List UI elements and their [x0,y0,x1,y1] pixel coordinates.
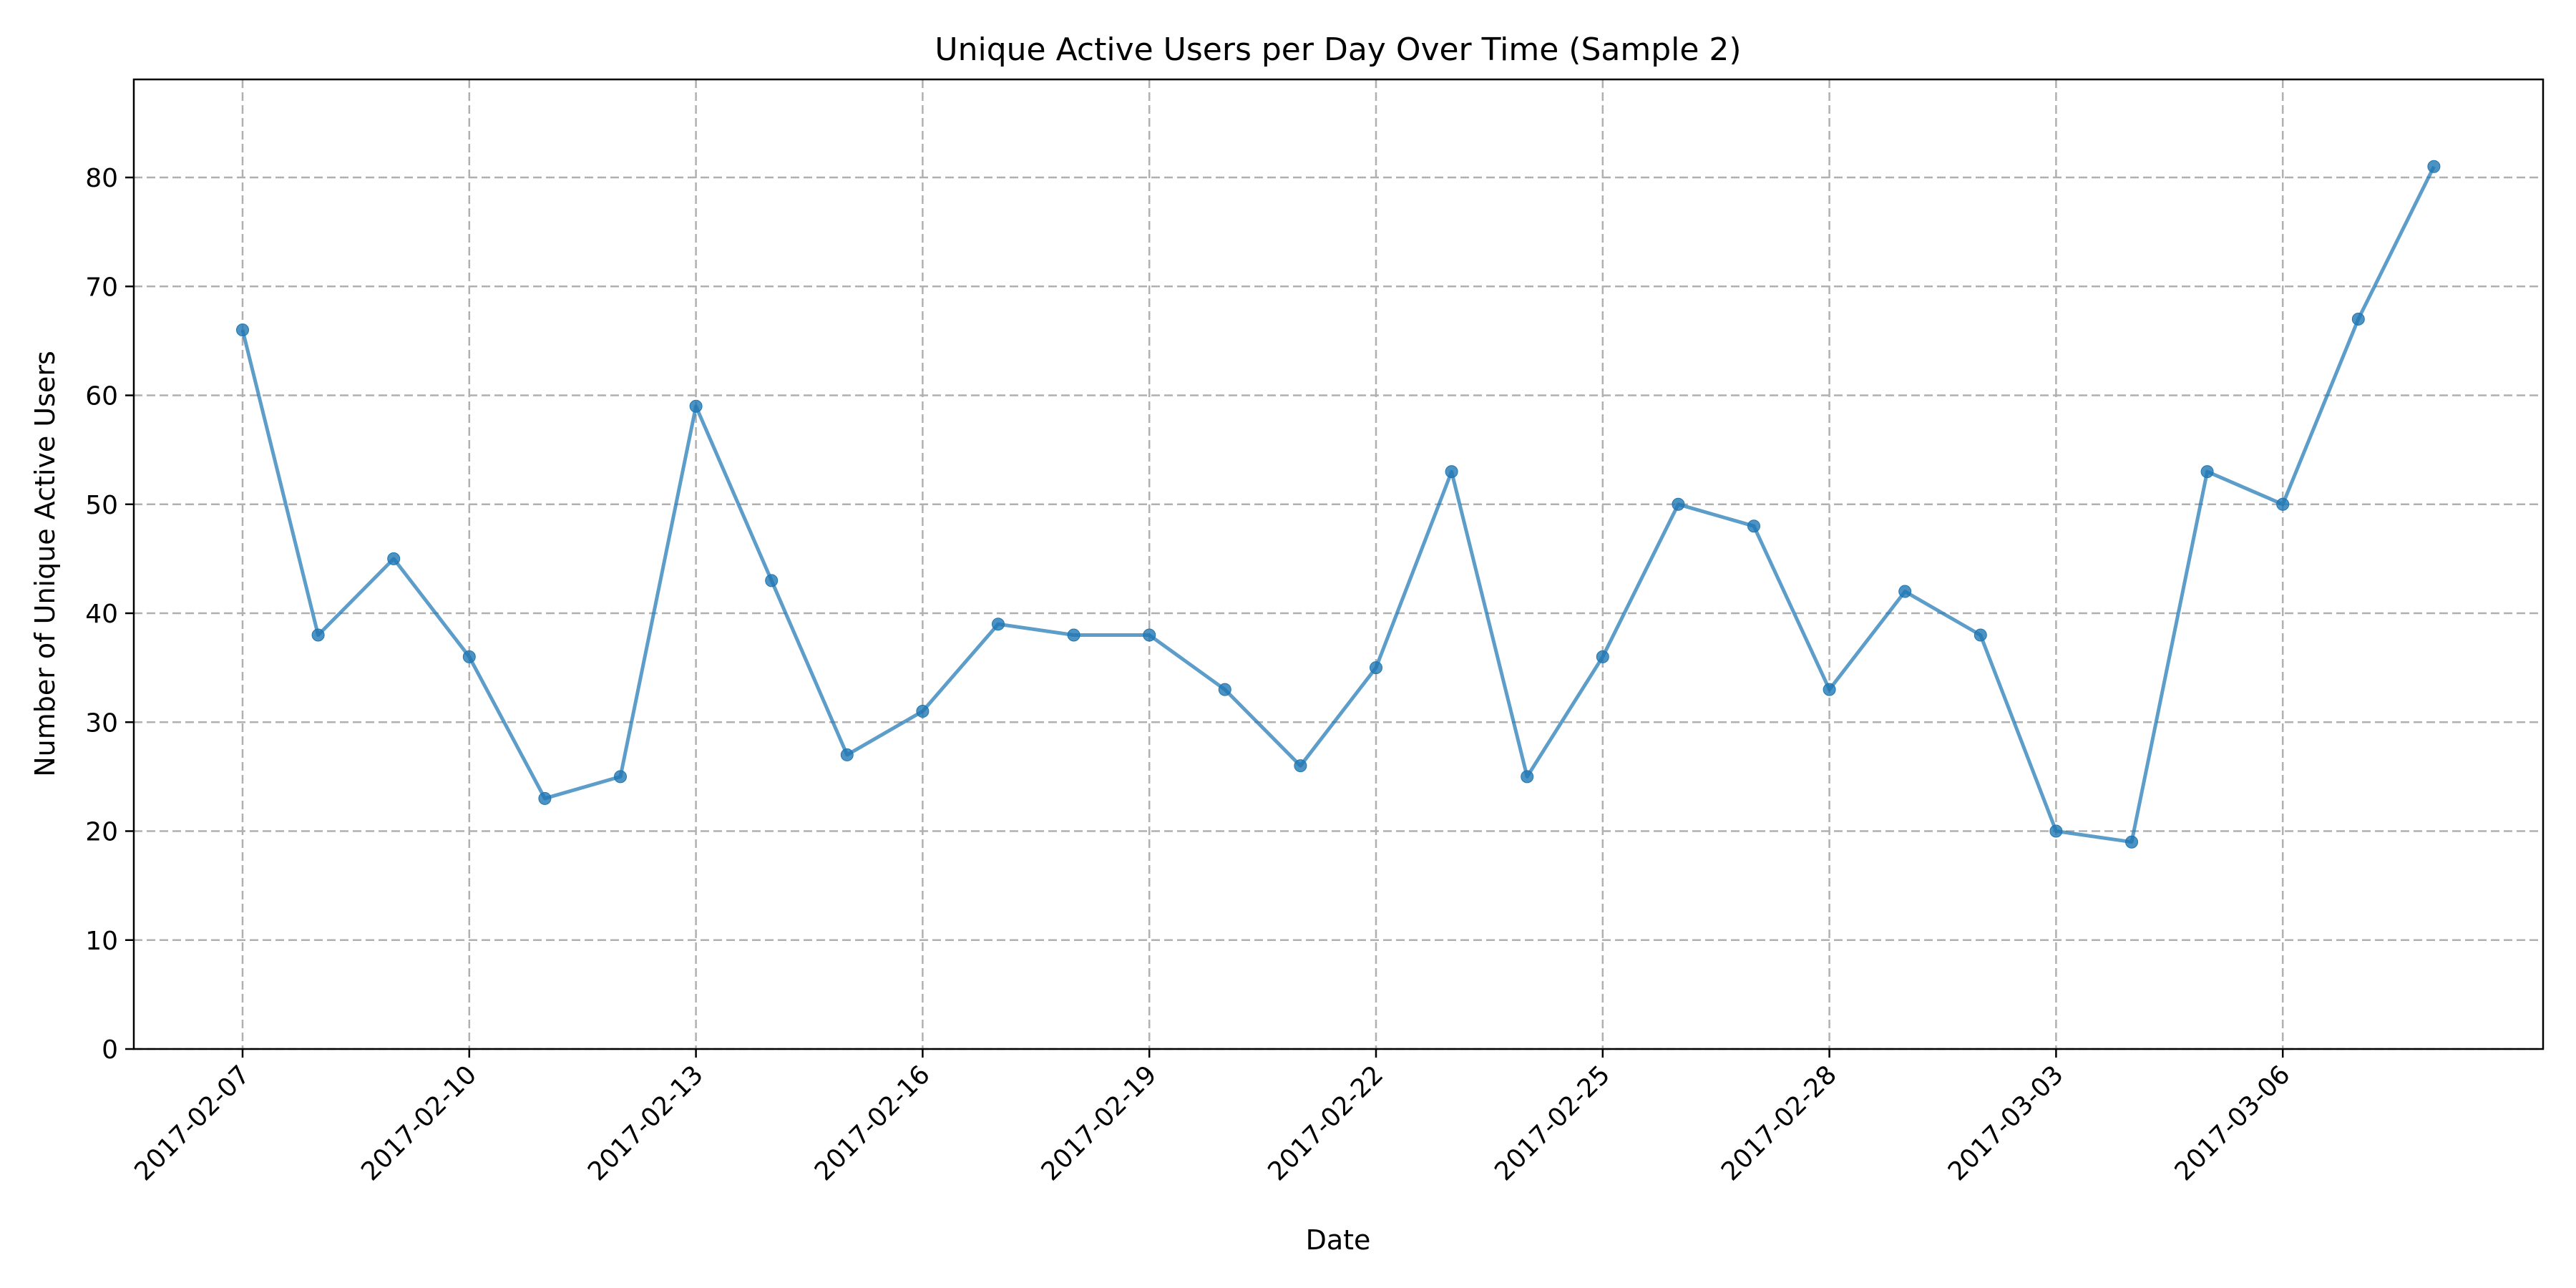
data-point [992,618,1005,631]
data-point [1143,628,1156,642]
data-point [387,552,401,565]
y-tick-label: 30 [85,708,118,738]
data-point [2125,835,2138,849]
data-point [1370,661,1382,675]
data-point [1974,628,1987,642]
y-tick-label: 0 [102,1035,118,1065]
y-axis-label: Number of Unique Active Users [29,351,61,777]
data-point [2049,824,2063,838]
y-tick-label: 80 [85,164,118,193]
data-point [538,791,552,805]
series-line [240,165,2436,844]
data-point [1067,628,1080,642]
data-point [1672,497,1685,511]
data-point [765,574,779,587]
y-tick-label: 70 [85,273,118,302]
data-point [2351,312,2365,326]
data-point [1823,683,1836,696]
data-point [840,748,854,761]
data-series [236,160,2441,849]
data-point [2276,497,2290,511]
data-point [614,770,627,784]
data-point [689,399,703,413]
data-point [1445,465,1458,479]
y-tick-label: 50 [85,491,118,520]
chart-title: Unique Active Users per Day Over Time (S… [935,31,1741,68]
data-point [916,705,930,718]
data-point [1294,759,1307,773]
data-point [2200,465,2214,479]
y-tick-label: 20 [85,818,118,847]
data-point [311,628,325,642]
grid [134,79,2543,1050]
plot-frame [132,78,2545,1050]
data-point [1596,650,1609,663]
y-tick-label: 40 [85,600,118,629]
data-point [1521,770,1534,784]
data-point [1747,519,1760,533]
data-point [236,323,249,337]
x-axis-label: Date [1306,1224,1371,1256]
data-point [462,650,476,663]
data-point [2427,160,2441,173]
y-tick-label: 60 [85,382,118,411]
y-tick-label: 10 [85,927,118,956]
data-point [1898,585,1912,598]
data-point [1218,683,1231,696]
